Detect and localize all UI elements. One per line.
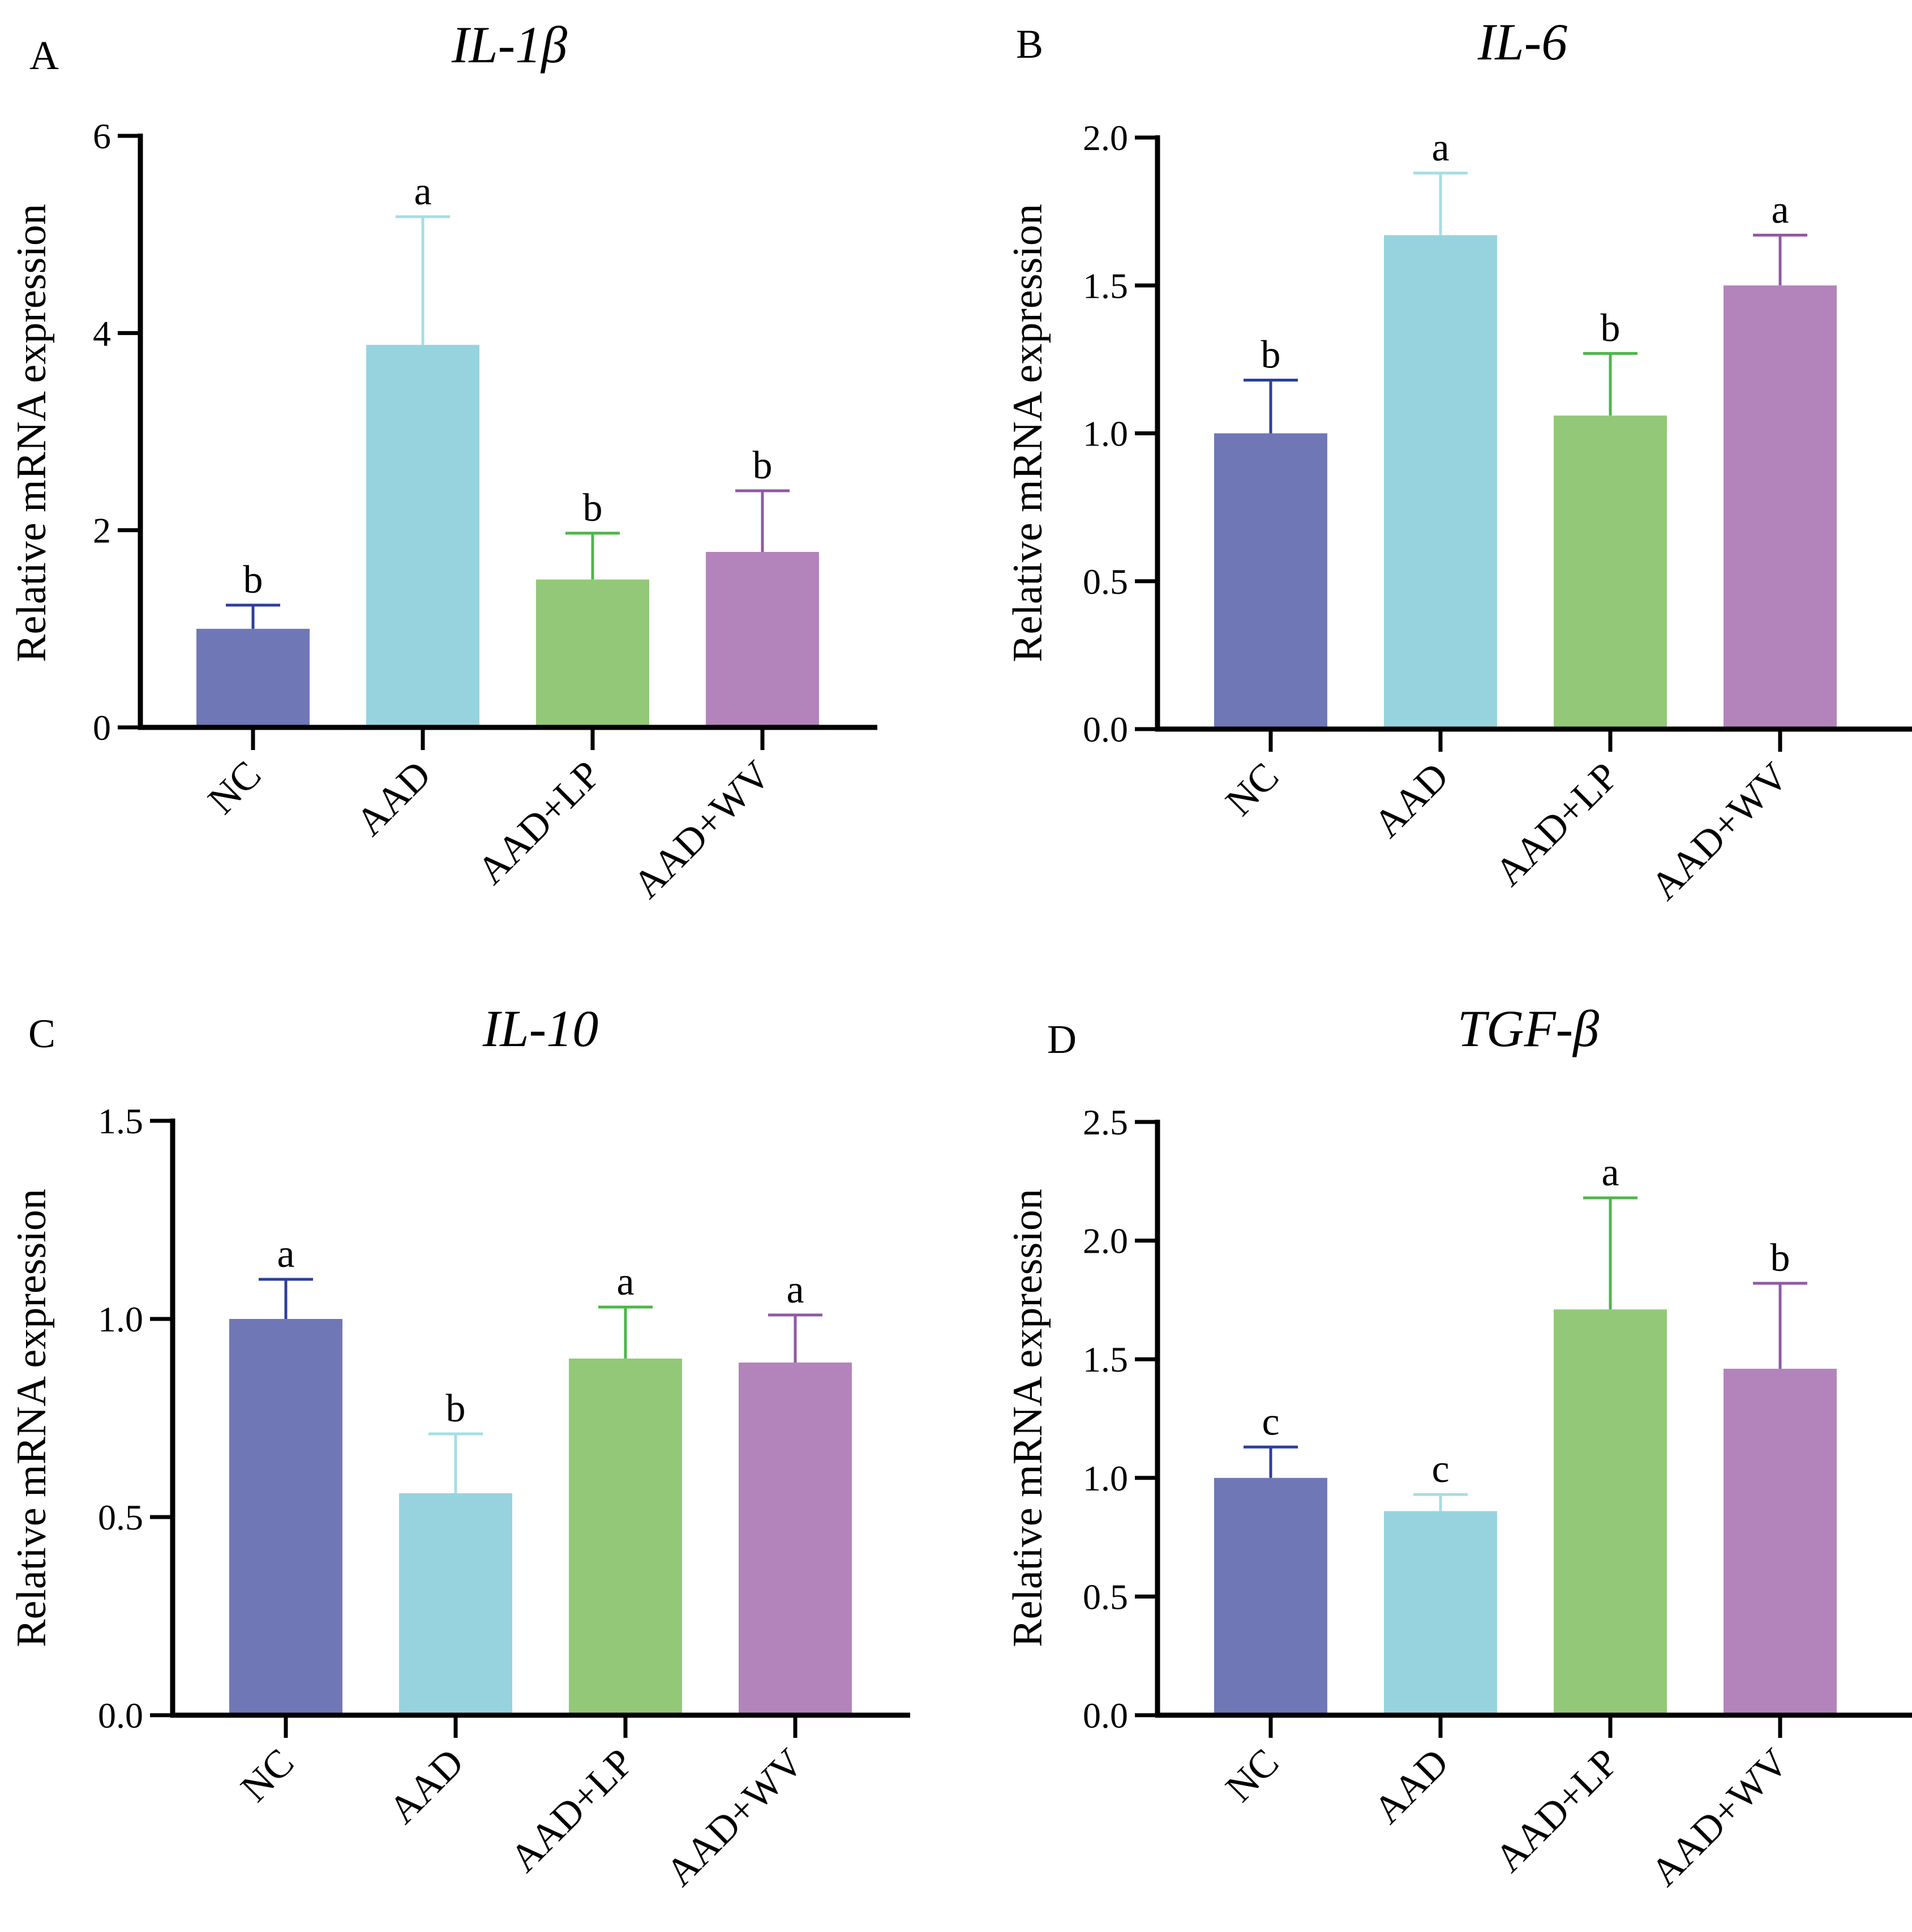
y-tick-label: 0.5 — [1083, 1577, 1128, 1617]
bar-aad-lp — [1554, 415, 1667, 729]
category-label: AAD+WV — [1643, 1741, 1797, 1895]
y-tick-label: 0.5 — [1083, 562, 1128, 602]
y-tick-label: 1.0 — [98, 1299, 143, 1339]
chart-title: TGF-β — [1457, 1000, 1599, 1057]
y-tick-label: 0.0 — [1083, 1695, 1128, 1736]
y-tick-label: 1.5 — [98, 1101, 143, 1141]
chart-panel-d: D TGF-β Relative mRNA expression c NC c AAD a AA… — [1005, 1000, 1912, 1895]
y-axis-label: Relative mRNA expression — [8, 1189, 55, 1647]
significance-label: b — [446, 1387, 466, 1430]
bar-aad-wv — [1724, 1368, 1837, 1715]
bar-aad-lp — [1554, 1309, 1667, 1715]
chart-title: IL-1β — [451, 16, 567, 74]
category-label: AAD+WV — [625, 753, 779, 907]
panel-letter: D — [1047, 1017, 1077, 1062]
significance-label: b — [583, 486, 603, 530]
significance-label: b — [1770, 1236, 1790, 1280]
category-label: AAD — [381, 1741, 473, 1832]
bar-aad-lp — [569, 1359, 682, 1715]
y-tick-label: 0.0 — [1083, 709, 1128, 749]
category-label: AAD — [1366, 755, 1457, 846]
category-label: NC — [1217, 755, 1287, 824]
panel-letter: A — [29, 33, 59, 78]
bar-nc — [229, 1319, 342, 1715]
chart-panel-b: B IL-6 Relative mRNA expression b NC a AAD b AAD… — [1005, 13, 1912, 909]
y-tick-label: 4 — [93, 313, 111, 353]
significance-label: b — [1261, 333, 1281, 376]
bar-aad — [1384, 235, 1497, 729]
bar-aad — [366, 345, 479, 727]
y-tick-label: 1.5 — [1083, 1339, 1128, 1380]
significance-label: b — [243, 558, 263, 602]
bar-aad — [399, 1493, 512, 1715]
category-label: AAD+LP — [1487, 1741, 1627, 1880]
panel-letter: B — [1016, 22, 1043, 67]
y-tick-label: 2.5 — [1083, 1102, 1128, 1142]
category-label: AAD+LP — [1487, 755, 1627, 894]
bar-nc — [1214, 1477, 1327, 1715]
significance-label: a — [1771, 188, 1789, 232]
bar-nc — [196, 628, 310, 727]
chart-panel-c: C IL-10 Relative mRNA expression a NC b AAD a AA… — [8, 1000, 910, 1895]
y-tick-label: 6 — [93, 116, 111, 156]
bar-aad — [1384, 1511, 1497, 1715]
y-axis-label: Relative mRNA expression — [1005, 204, 1051, 662]
significance-label: c — [1262, 1400, 1279, 1443]
significance-label: c — [1431, 1447, 1449, 1491]
y-tick-label: 1.5 — [1083, 265, 1128, 306]
significance-label: a — [786, 1268, 804, 1312]
panel-letter: C — [28, 1011, 55, 1056]
category-label: AAD+LP — [469, 753, 609, 893]
y-tick-label: 1.0 — [1083, 1458, 1128, 1498]
significance-label: a — [414, 170, 431, 213]
bar-aad-wv — [706, 551, 819, 727]
bar-nc — [1214, 433, 1327, 729]
bar-aad-wv — [739, 1363, 852, 1715]
significance-label: a — [1601, 1151, 1619, 1194]
category-label: AAD — [1366, 1741, 1457, 1832]
y-tick-label: 0.0 — [98, 1695, 143, 1736]
y-tick-label: 2.0 — [1083, 118, 1128, 158]
significance-label: a — [277, 1232, 294, 1276]
y-tick-label: 2.0 — [1083, 1221, 1128, 1261]
category-label: AAD+WV — [1643, 755, 1797, 909]
category-label: AAD — [348, 753, 440, 845]
chart-title: IL-10 — [482, 1000, 598, 1057]
category-label: NC — [1217, 1741, 1287, 1810]
y-tick-label: 0.5 — [98, 1497, 143, 1537]
category-label: AAD+LP — [502, 1741, 642, 1880]
y-tick-label: 1.0 — [1083, 414, 1128, 454]
bar-aad-wv — [1724, 285, 1837, 729]
category-label: NC — [200, 753, 269, 823]
chart-panel-a: A IL-1β Relative mRNA expression b NC a AAD b AA… — [8, 16, 877, 907]
significance-label: a — [616, 1260, 634, 1304]
y-axis-label: Relative mRNA expression — [1005, 1189, 1051, 1647]
significance-label: b — [1601, 306, 1621, 350]
chart-title: IL-6 — [1477, 13, 1567, 71]
bar-aad-lp — [536, 579, 649, 727]
significance-label: b — [753, 444, 773, 487]
y-tick-label: 2 — [93, 511, 111, 551]
y-axis-label: Relative mRNA expression — [8, 204, 55, 662]
y-tick-label: 0 — [93, 708, 111, 748]
significance-label: a — [1431, 126, 1449, 170]
category-label: NC — [233, 1741, 302, 1810]
category-label: AAD+WV — [658, 1741, 812, 1895]
